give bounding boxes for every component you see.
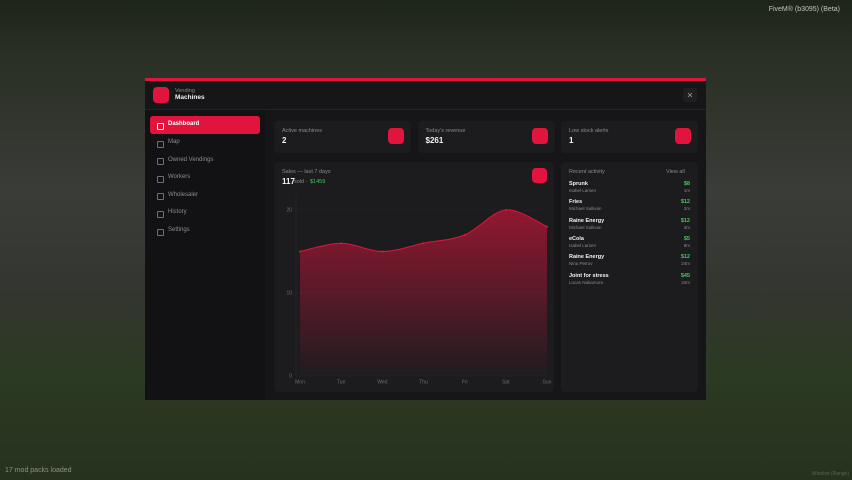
activity-time: 1m <box>683 188 690 193</box>
chart-total-suffix: sold · <box>294 179 308 185</box>
activity-name: Fries <box>569 199 583 206</box>
nav-item[interactable]: Workers <box>168 174 191 181</box>
activity-name: Joint for stress <box>569 272 609 279</box>
stat-icon <box>675 128 691 144</box>
activity-person: Michael Sullivan <box>569 224 602 230</box>
stat-value: 1 <box>569 136 574 145</box>
nav-item[interactable]: Map <box>168 139 180 145</box>
nav-icon <box>157 158 164 166</box>
activity-amount: $8 <box>683 181 690 187</box>
activity-person: Nina Petrov <box>569 261 593 267</box>
activity-time: 2m <box>683 206 690 212</box>
activity-time: 4m <box>683 224 690 230</box>
activity-time: 24m <box>681 261 690 267</box>
nav-icon <box>157 193 164 201</box>
header-title: Machines <box>175 94 205 101</box>
chart-title: Sales — last 7 days <box>282 169 331 175</box>
activity-time: 34m <box>681 279 690 285</box>
chart-card <box>274 162 554 392</box>
stat-label: Low stock alerts <box>569 128 609 134</box>
nav-item[interactable]: Owned Vendings <box>168 156 214 163</box>
nav-active-bg <box>150 116 260 134</box>
stat-label: Today's revenue <box>425 128 466 134</box>
activity-name: Raine Energy <box>569 217 605 224</box>
activity-amount: $12 <box>680 254 690 261</box>
chart-icon <box>532 168 547 183</box>
stat-icon <box>388 128 404 144</box>
stat-value: 2 <box>282 136 287 145</box>
nav-item[interactable]: History <box>168 209 187 216</box>
build-label: FiveM® (b3095) (Beta) <box>768 6 840 13</box>
activity-card <box>561 162 698 392</box>
nav-icon <box>157 175 164 183</box>
chart-total: 117 <box>282 177 295 186</box>
nav-icon <box>157 228 164 236</box>
stat-label: Active machines <box>282 128 323 134</box>
app-icon <box>153 87 169 103</box>
close-button[interactable] <box>683 88 697 102</box>
nav-icon <box>157 140 164 148</box>
nav-item[interactable]: Dashboard <box>168 121 200 127</box>
chart-revenue: $1459 <box>310 179 326 185</box>
activity-person: Isabel Larsen <box>569 242 597 248</box>
activity-name: Raine Energy <box>569 254 605 261</box>
stat-value: $261 <box>425 136 444 145</box>
status-label: 17 mod packs loaded <box>5 467 72 474</box>
activity-name: Sprunk <box>569 181 588 187</box>
nav-item[interactable]: Wholesaler <box>168 191 199 198</box>
activity-person: Michael Sullivan <box>569 206 602 212</box>
activity-amount: $45 <box>680 272 690 279</box>
activity-person: Isabel Larsen <box>569 188 597 193</box>
activity-amount: $12 <box>680 217 690 224</box>
nav-item[interactable]: Settings <box>168 227 190 233</box>
activity-name: eCola <box>569 235 584 242</box>
header-kicker: Vending <box>175 88 195 94</box>
activity-link[interactable]: View all <box>666 169 685 175</box>
activity-amount: $12 <box>680 199 690 206</box>
activity-title: Recent activity <box>569 169 605 175</box>
sidebar <box>145 110 265 400</box>
divider <box>145 109 706 110</box>
activity-time: 8m <box>683 242 690 248</box>
stat-icon <box>531 128 548 144</box>
corner-label: Window (Range) <box>811 471 849 477</box>
nav-icon <box>157 210 164 218</box>
activity-amount: $5 <box>683 235 690 242</box>
nav-icon <box>157 122 164 130</box>
activity-person: Lucas Nakamura <box>569 279 604 285</box>
